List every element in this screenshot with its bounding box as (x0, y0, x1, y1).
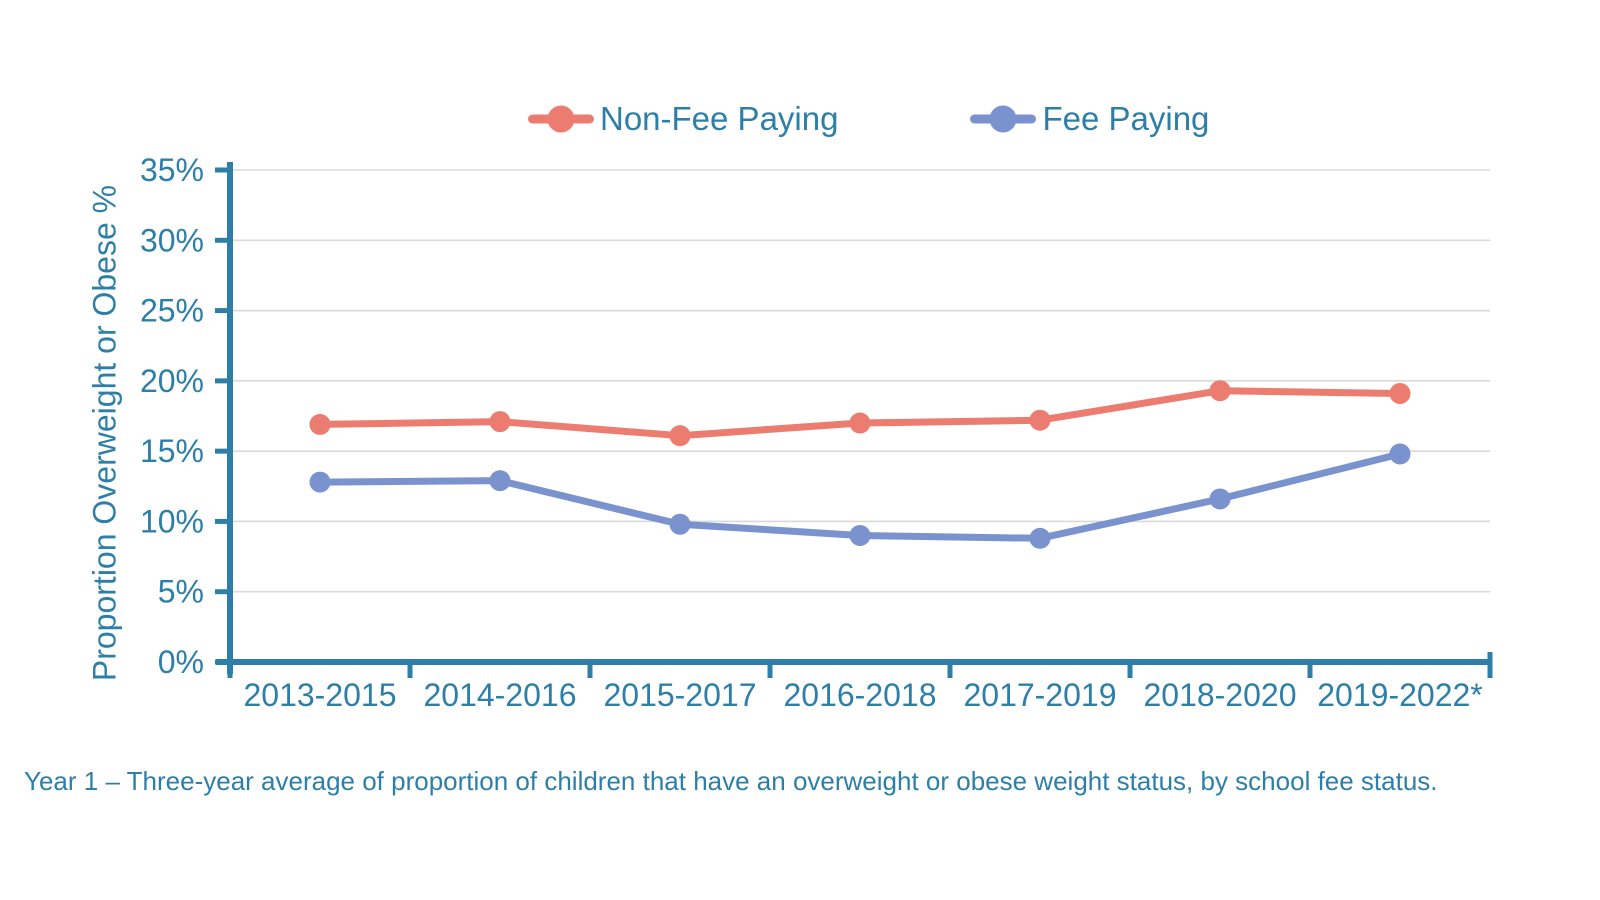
y-tick-label: 25% (140, 293, 204, 329)
x-tick-label: 2014-2016 (423, 677, 576, 713)
data-point (1029, 409, 1051, 431)
data-point (1389, 443, 1411, 465)
data-point (1389, 383, 1411, 405)
x-tick-label: 2017-2019 (963, 677, 1116, 713)
data-point (669, 513, 691, 535)
data-point (1209, 380, 1231, 402)
y-tick-label: 10% (140, 503, 204, 539)
non-fee-paying-line-marker-icon (528, 104, 594, 134)
legend-label-non-fee-paying: Non-Fee Paying (600, 100, 839, 137)
y-tick-label: 0% (158, 644, 204, 680)
data-point (849, 524, 871, 546)
x-tick-label: 2019-2022* (1317, 677, 1482, 713)
data-point (309, 471, 331, 493)
legend-label-fee-paying: Fee Paying (1042, 100, 1210, 137)
figure-caption: Year 1 – Three-year average of proportio… (24, 766, 1438, 796)
y-tick-label: 35% (140, 152, 204, 188)
y-tick-label: 20% (140, 363, 204, 399)
y-tick-label: 30% (140, 222, 204, 258)
data-point (1029, 527, 1051, 549)
data-point (489, 411, 511, 433)
data-point (849, 412, 871, 434)
legend-dot-swatch (547, 105, 575, 133)
legend-dot-swatch (989, 105, 1017, 133)
data-point (309, 413, 331, 435)
y-tick-label: 15% (140, 433, 204, 469)
x-tick-label: 2016-2018 (783, 677, 936, 713)
legend-item-non-fee-paying: Non-Fee Paying (528, 100, 838, 138)
data-point (669, 425, 691, 447)
y-tick-label: 5% (158, 574, 204, 610)
x-tick-label: 2013-2015 (243, 677, 396, 713)
x-tick-label: 2018-2020 (1143, 677, 1296, 713)
x-tick-label: 2015-2017 (603, 677, 756, 713)
data-point (1209, 488, 1231, 510)
legend-item-fee-paying: Fee Paying (970, 100, 1209, 138)
data-point (489, 470, 511, 492)
chart-legend: Non-Fee Paying Fee Paying (528, 100, 1209, 138)
fee-paying-line-marker-icon (970, 104, 1037, 134)
